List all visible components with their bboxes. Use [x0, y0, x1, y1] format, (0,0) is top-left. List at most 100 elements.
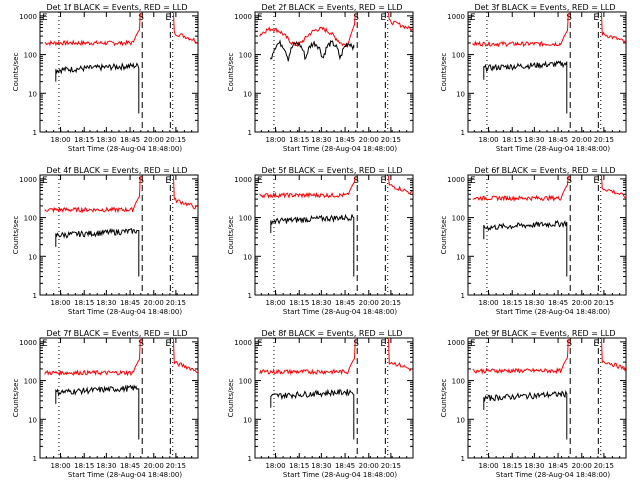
y-tick-label: 100 — [452, 52, 465, 60]
panel-9: Det 9f BLACK = Events, RED = LLD 1 10 100 10… — [440, 329, 627, 479]
x-tick-label: 18:45 — [335, 136, 355, 144]
panel-2: Det 2f BLACK = Events, RED = LLD 1 10 100 10… — [227, 3, 414, 153]
marker-label-s: S — [138, 339, 144, 349]
x-axis-label: Start Time (28-Aug-04 18:48:00) — [283, 308, 397, 316]
lld-series-post — [173, 176, 198, 210]
x-tick-label: 18:45 — [335, 299, 355, 307]
lld-series-post — [601, 176, 626, 199]
x-tick-label: 18:45 — [335, 462, 355, 470]
y-tick-label: 1 — [461, 455, 465, 463]
panel-title: Det 3f BLACK = Events, RED = LLD — [474, 3, 615, 12]
events-series — [55, 62, 140, 114]
x-tick-label: 20:15 — [594, 299, 614, 307]
y-tick-label: 1 — [248, 129, 252, 137]
panel-title: Det 1f BLACK = Events, RED = LLD — [46, 3, 187, 12]
y-tick-label: 1000 — [234, 339, 252, 347]
y-tick-label: 10 — [243, 416, 252, 424]
x-axis-label: Start Time (28-Aug-04 18:48:00) — [68, 308, 182, 316]
x-tick-label: 20:00 — [359, 462, 379, 470]
x-tick-label: 18:30 — [524, 462, 544, 470]
events-series — [55, 227, 140, 277]
x-tick-label: 20:15 — [381, 299, 401, 307]
x-axis-label: Start Time (28-Aug-04 18:48:00) — [283, 471, 397, 479]
lld-series-post — [601, 13, 626, 43]
panel-title: Det 6f BLACK = Events, RED = LLD — [474, 166, 615, 175]
y-tick-label: 10 — [28, 90, 37, 98]
panel-5: Det 5f BLACK = Events, RED = LLD 1 10 100 10… — [227, 166, 414, 316]
x-tick-label: 20:15 — [166, 462, 186, 470]
x-tick-label: 18:15 — [289, 299, 309, 307]
y-axis-label: Counts/sec — [440, 216, 448, 255]
y-tick-label: 10 — [456, 416, 465, 424]
events-series — [55, 384, 140, 440]
plot-frame — [254, 174, 414, 296]
y-axis-label: Counts/sec — [440, 379, 448, 418]
x-tick-label: 20:00 — [144, 299, 164, 307]
x-tick-label: 20:00 — [572, 299, 592, 307]
marker-label-s: S — [138, 13, 144, 23]
marker-label-s: S — [566, 13, 572, 23]
y-tick-label: 1000 — [19, 339, 37, 347]
marker-label-e: E — [42, 13, 48, 23]
x-tick-label: 20:00 — [359, 299, 379, 307]
x-tick-label: 20:00 — [144, 462, 164, 470]
events-series — [270, 39, 355, 62]
lld-series-main — [472, 13, 569, 48]
y-axis-label: Counts/sec — [440, 53, 448, 92]
x-axis-label: Start Time (28-Aug-04 18:48:00) — [496, 145, 610, 153]
x-tick-label: 20:00 — [572, 136, 592, 144]
x-tick-label: 18:15 — [502, 136, 522, 144]
events-series — [483, 60, 568, 114]
x-axis-label: Start Time (28-Aug-04 18:48:00) — [283, 145, 397, 153]
x-tick-label: 18:30 — [96, 462, 116, 470]
x-tick-label: 18:30 — [524, 299, 544, 307]
panel-title: Det 5f BLACK = Events, RED = LLD — [261, 166, 402, 175]
y-tick-label: 100 — [239, 215, 252, 223]
marker-label-e2: E — [380, 13, 386, 23]
marker-label-s: S — [566, 176, 572, 186]
y-axis-label: Counts/sec — [227, 216, 235, 255]
marker-label-e: E — [470, 176, 476, 186]
y-tick-label: 100 — [24, 52, 37, 60]
x-tick-label: 18:00 — [265, 462, 285, 470]
panel-title: Det 4f BLACK = Events, RED = LLD — [46, 166, 187, 175]
lld-series-main — [44, 339, 141, 377]
x-tick-label: 18:30 — [311, 462, 331, 470]
y-tick-label: 10 — [28, 416, 37, 424]
y-axis-label: Counts/sec — [12, 53, 20, 92]
y-tick-label: 100 — [452, 378, 465, 386]
x-tick-label: 18:00 — [50, 299, 70, 307]
y-tick-label: 1000 — [447, 176, 465, 184]
lld-series-post — [388, 176, 413, 195]
x-tick-label: 18:00 — [265, 136, 285, 144]
panel-title: Det 2f BLACK = Events, RED = LLD — [261, 3, 402, 12]
events-series — [270, 213, 355, 277]
panel-1: Det 1f BLACK = Events, RED = LLD 1 10 100 10… — [12, 3, 199, 153]
x-tick-label: 18:00 — [478, 299, 498, 307]
x-tick-label: 20:15 — [381, 136, 401, 144]
x-tick-label: 18:00 — [265, 299, 285, 307]
x-tick-label: 18:15 — [502, 462, 522, 470]
x-tick-label: 20:15 — [166, 136, 186, 144]
x-tick-label: 20:15 — [594, 136, 614, 144]
lld-series-post — [388, 13, 413, 32]
x-tick-label: 18:45 — [548, 299, 568, 307]
plot-frame — [467, 174, 627, 296]
marker-label-s: S — [353, 13, 359, 23]
marker-label-e: E — [42, 176, 48, 186]
x-tick-label: 18:45 — [548, 462, 568, 470]
y-tick-label: 1 — [33, 292, 37, 300]
y-tick-label: 100 — [24, 215, 37, 223]
lld-series-post — [173, 339, 198, 374]
events-series — [483, 219, 568, 277]
marker-label-e: E — [42, 339, 48, 349]
x-tick-label: 18:15 — [74, 299, 94, 307]
marker-label-e: E — [257, 339, 263, 349]
x-tick-label: 20:00 — [359, 136, 379, 144]
y-axis-label: Counts/sec — [227, 53, 235, 92]
lld-series-post — [601, 339, 626, 372]
x-axis-label: Start Time (28-Aug-04 18:48:00) — [496, 308, 610, 316]
x-tick-label: 20:00 — [572, 462, 592, 470]
marker-label-e2: E — [380, 339, 386, 349]
